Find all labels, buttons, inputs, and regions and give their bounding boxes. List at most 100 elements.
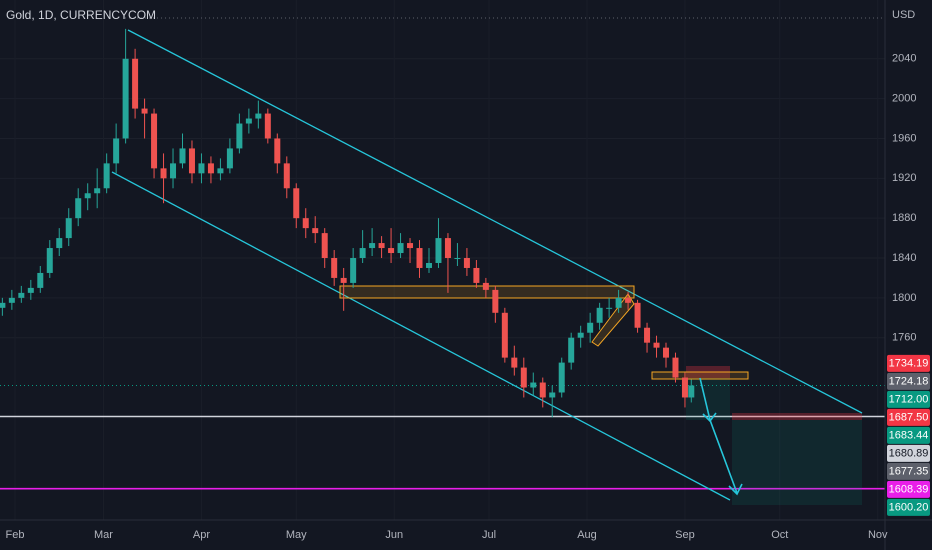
- x-tick-label: Mar: [94, 529, 113, 541]
- candle-body: [207, 163, 214, 174]
- y-tick-label: 1840: [892, 252, 916, 264]
- x-tick-label: Jun: [385, 529, 403, 541]
- x-tick-label: Nov: [868, 529, 888, 541]
- candle-body: [188, 148, 195, 174]
- candle-body: [359, 248, 366, 259]
- candle-body: [264, 113, 271, 139]
- price-label: 1600.20: [889, 501, 929, 513]
- grid: [0, 385, 885, 490]
- candle-body: [217, 168, 224, 174]
- candle-body: [407, 243, 414, 249]
- candle-body: [473, 267, 480, 283]
- candle-body: [539, 382, 546, 398]
- y-tick-label: 1880: [892, 212, 916, 224]
- candle-body: [378, 243, 385, 249]
- candle-body: [18, 292, 25, 298]
- candle-body: [688, 385, 695, 398]
- x-tick-label: Apr: [193, 529, 210, 541]
- candle-body: [511, 357, 518, 368]
- candle-body: [122, 58, 129, 139]
- price-label: 1687.50: [889, 411, 929, 423]
- candles: [0, 28, 695, 418]
- candle-body: [283, 163, 290, 189]
- candle-body: [84, 193, 91, 199]
- candle-body: [274, 138, 281, 164]
- candle-body: [596, 307, 603, 323]
- candle-body: [293, 188, 300, 219]
- channel-upper: [127, 29, 863, 414]
- chart-title: Gold, 1D, CURRENCYCOM: [6, 8, 156, 22]
- wedge: [591, 293, 635, 347]
- candle-body: [587, 322, 594, 333]
- candle-body: [444, 238, 451, 259]
- candle-body: [245, 118, 252, 124]
- candle-body: [236, 123, 243, 149]
- axis-unit: USD: [892, 9, 915, 21]
- candle-body: [151, 113, 158, 169]
- y-tick-label: 1960: [892, 132, 916, 144]
- candle-body: [653, 342, 660, 348]
- arrow-head: [728, 483, 743, 496]
- axes: 1760 1800 1840 1880 1920 1960 2000 2040 Feb Mar Ap…: [6, 53, 930, 541]
- arrow-head: [702, 412, 717, 423]
- price-label-box: [887, 372, 930, 390]
- candle-body: [198, 163, 205, 174]
- price-label: 1677.35: [889, 465, 929, 477]
- candle-body: [577, 332, 584, 338]
- candle-body: [255, 113, 262, 119]
- candle-body: [435, 238, 442, 263]
- candle-body: [321, 233, 328, 259]
- price-label: 1724.18: [889, 375, 929, 387]
- candle-body: [103, 163, 110, 189]
- candle-body: [312, 228, 319, 234]
- candle-body: [606, 307, 613, 309]
- price-label-box: [887, 444, 930, 462]
- candle-body: [331, 258, 338, 278]
- candle-body: [530, 382, 537, 388]
- drawings: [111, 17, 885, 505]
- y-tick-label: 2040: [892, 53, 916, 65]
- stop-zone: [732, 413, 862, 420]
- candle-body: [113, 138, 120, 164]
- price-label-box: [887, 408, 930, 426]
- candle-body: [549, 392, 556, 398]
- x-tick-label: Oct: [771, 529, 788, 541]
- candle-body: [56, 238, 63, 249]
- candle-body: [416, 248, 423, 268]
- candle-body: [179, 148, 186, 164]
- candle-body: [681, 377, 688, 398]
- y-tick-label: 2000: [892, 93, 916, 105]
- price-label: 1608.39: [889, 483, 929, 495]
- candle-body: [397, 243, 404, 254]
- price-label-box: [887, 390, 930, 408]
- candle-body: [65, 218, 72, 239]
- x-tick-label: Sep: [675, 529, 695, 541]
- candle-body: [568, 337, 575, 363]
- candle-body: [425, 262, 432, 268]
- candle-body: [141, 108, 148, 114]
- candle-body: [482, 282, 489, 290]
- candle-body: [663, 347, 670, 358]
- price-label: 1734.19: [889, 357, 929, 369]
- candle-body: [492, 289, 499, 313]
- price-label-box: [887, 354, 930, 372]
- candle-body: [46, 248, 53, 273]
- candle-body: [501, 312, 508, 358]
- candle-body: [350, 258, 357, 283]
- price-label: 1712.00: [889, 393, 929, 405]
- candle-body: [463, 258, 470, 268]
- candle-body: [27, 287, 34, 293]
- candle-body: [37, 272, 44, 288]
- price-label-box: [887, 462, 930, 480]
- x-tick-label: May: [286, 529, 307, 541]
- candle-body: [615, 297, 622, 308]
- price-label-box: [887, 426, 930, 444]
- candle-body: [132, 58, 139, 109]
- candle-body: [302, 218, 309, 229]
- candle-body: [625, 297, 632, 303]
- y-tick-label: 1760: [892, 332, 916, 344]
- candle-body: [634, 302, 641, 328]
- candle-body: [644, 327, 651, 343]
